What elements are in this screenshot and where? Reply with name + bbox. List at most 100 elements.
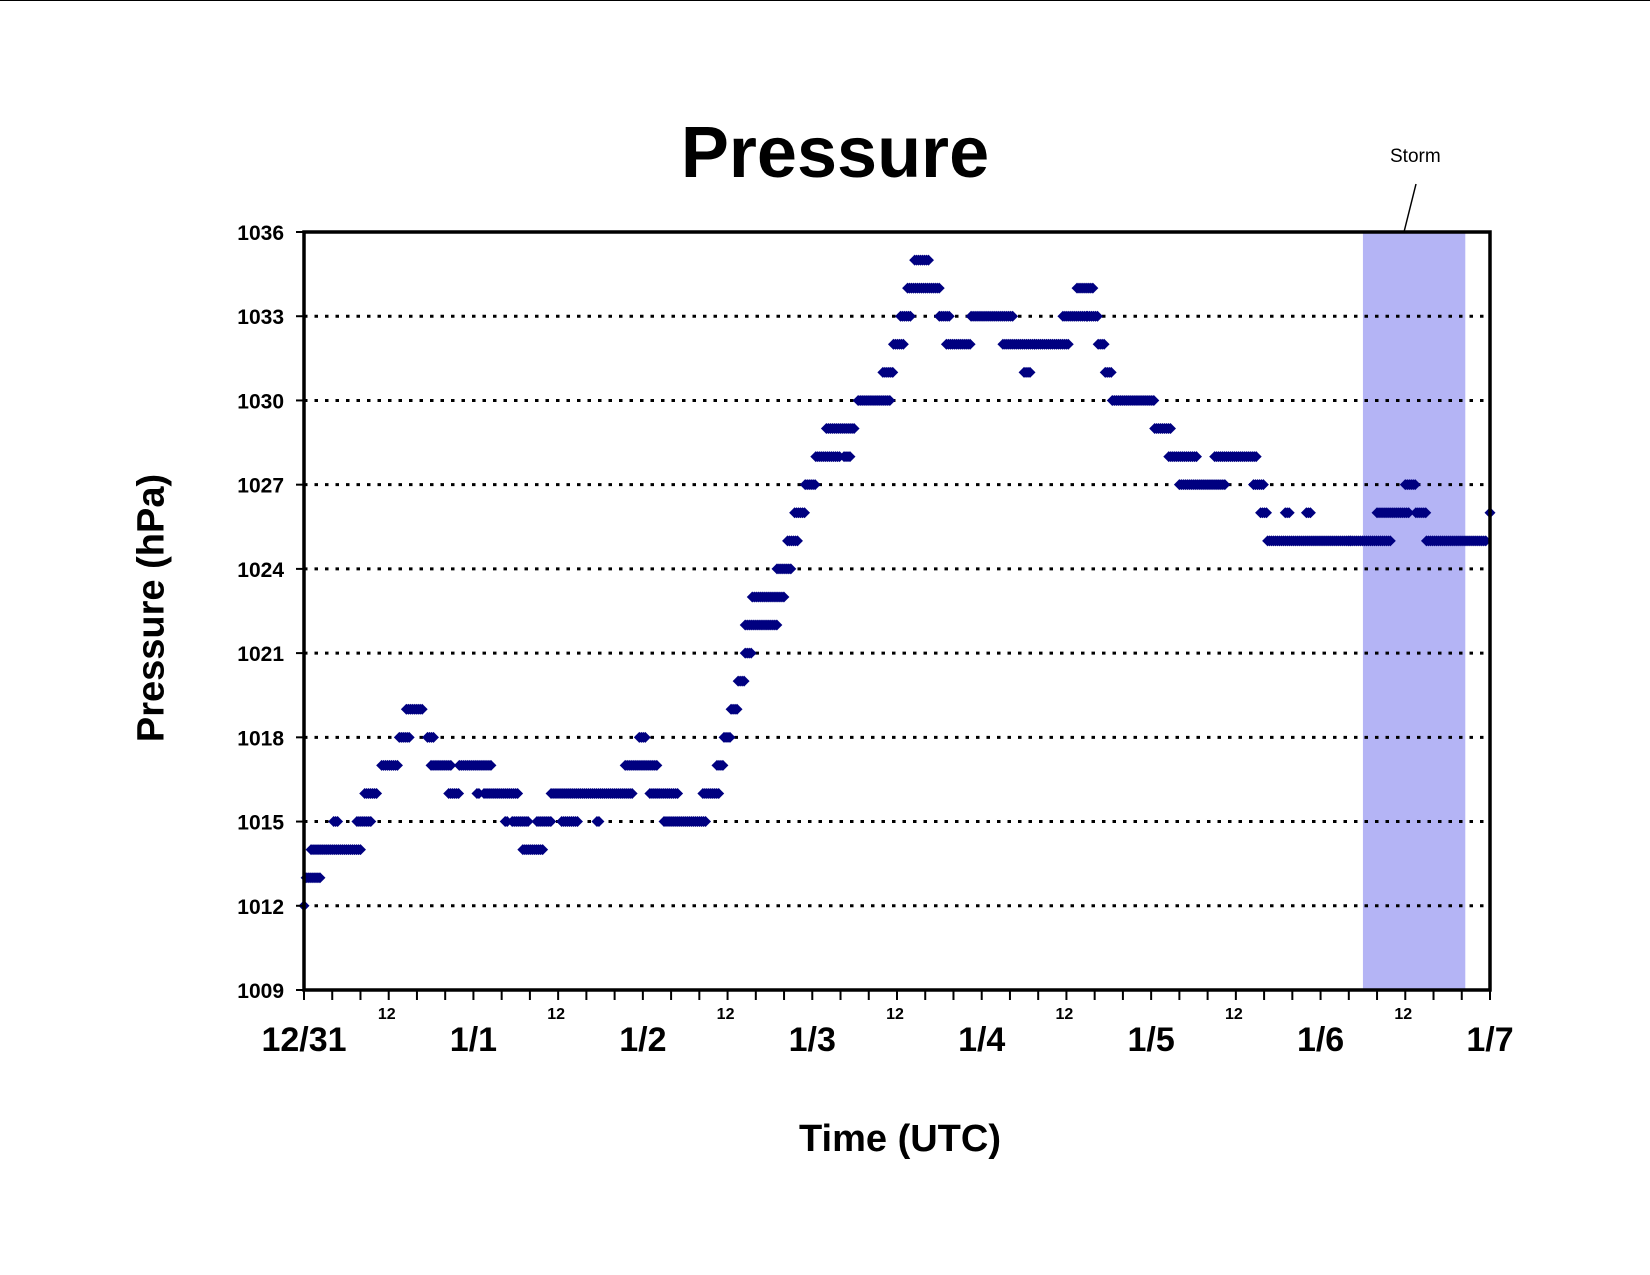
data-point xyxy=(1384,535,1396,547)
data-point xyxy=(1091,310,1103,322)
x-minor-tick-label: 12 xyxy=(717,1006,735,1023)
x-tick-label: 1/1 xyxy=(450,1021,497,1059)
storm-leader-line xyxy=(1403,183,1417,233)
data-point xyxy=(1283,507,1295,519)
data-point xyxy=(593,816,605,828)
data-point xyxy=(848,423,860,435)
data-point xyxy=(844,451,856,463)
data-point xyxy=(904,310,916,322)
data-point xyxy=(522,816,534,828)
x-minor-tick-label: 12 xyxy=(378,1006,396,1023)
data-point xyxy=(1403,507,1415,519)
x-tick-label: 1/4 xyxy=(958,1021,1005,1059)
x-minor-tick-label: 12 xyxy=(886,1006,904,1023)
y-tick-label: 1018 xyxy=(237,727,284,750)
y-tick-label: 1036 xyxy=(237,222,284,245)
data-point xyxy=(1007,310,1019,322)
data-point xyxy=(791,535,803,547)
y-tick-label: 1015 xyxy=(237,812,284,835)
data-point xyxy=(545,816,557,828)
data-point xyxy=(799,507,811,519)
y-tick-label: 1024 xyxy=(237,559,284,582)
data-point xyxy=(1420,507,1432,519)
storm-annotation-label: Storm xyxy=(1390,146,1441,167)
data-point xyxy=(1257,479,1269,491)
page-top-border xyxy=(0,0,1650,1)
plot-frame xyxy=(296,230,1492,1000)
data-points xyxy=(298,254,1496,912)
data-point xyxy=(391,759,403,771)
data-point xyxy=(485,759,497,771)
data-point xyxy=(738,675,750,687)
data-point xyxy=(371,787,383,799)
x-minor-tick-label: 12 xyxy=(1225,1006,1243,1023)
x-tick-label: 12/31 xyxy=(261,1021,346,1059)
data-point xyxy=(1190,451,1202,463)
data-point xyxy=(365,816,377,828)
data-point xyxy=(731,703,743,715)
y-tick-label: 1027 xyxy=(237,475,284,498)
data-point xyxy=(1062,338,1074,350)
data-point xyxy=(922,254,934,266)
storm-band-layer xyxy=(1362,183,1466,990)
gridlines xyxy=(304,314,1490,908)
data-point xyxy=(453,787,465,799)
y-tick-label: 1021 xyxy=(237,643,284,666)
data-point xyxy=(416,703,428,715)
data-point xyxy=(1260,507,1272,519)
data-point xyxy=(537,844,549,856)
data-point xyxy=(933,282,945,294)
data-point xyxy=(314,872,326,884)
data-point xyxy=(626,787,638,799)
x-tick-label: 1/3 xyxy=(789,1021,836,1059)
x-tick-label: 1/6 xyxy=(1297,1021,1344,1059)
data-point xyxy=(1105,366,1117,378)
data-point xyxy=(1098,338,1110,350)
data-point xyxy=(700,816,712,828)
data-point xyxy=(778,591,790,603)
x-minor-tick-label: 12 xyxy=(547,1006,565,1023)
data-point xyxy=(445,759,457,771)
data-point xyxy=(403,731,415,743)
data-point xyxy=(713,787,725,799)
data-point xyxy=(1304,507,1316,519)
data-point xyxy=(332,816,344,828)
data-point xyxy=(1164,423,1176,435)
data-point xyxy=(785,563,797,575)
x-tick-label: 1/7 xyxy=(1466,1021,1513,1059)
x-minor-tick-label: 12 xyxy=(1056,1006,1074,1023)
data-point xyxy=(1250,451,1262,463)
data-point xyxy=(571,816,583,828)
data-point xyxy=(1024,366,1036,378)
data-point xyxy=(1148,394,1160,406)
data-point xyxy=(672,787,684,799)
data-point xyxy=(897,338,909,350)
y-tick-label: 1033 xyxy=(237,306,284,329)
data-point xyxy=(964,338,976,350)
data-point xyxy=(639,731,651,743)
data-point xyxy=(354,844,366,856)
y-tick-label: 1009 xyxy=(237,980,284,1003)
data-point xyxy=(943,310,955,322)
chart-title: Pressure xyxy=(680,113,990,193)
x-minor-tick-label: 12 xyxy=(1394,1006,1412,1023)
storm-band xyxy=(1362,232,1466,990)
data-point xyxy=(717,759,729,771)
data-point xyxy=(809,479,821,491)
x-axis-label: Time (UTC) xyxy=(799,1118,1001,1160)
data-point xyxy=(1219,479,1231,491)
tick-labels: 1009 1012 1015 1018 1021 1024 1027 1030 1033 1036… xyxy=(237,222,1513,1059)
data-point xyxy=(887,366,899,378)
data-point xyxy=(771,619,783,631)
data-point xyxy=(884,394,896,406)
data-point xyxy=(427,731,439,743)
data-point xyxy=(512,787,524,799)
data-point xyxy=(745,647,757,659)
data-point xyxy=(724,731,736,743)
x-tick-label: 1/2 xyxy=(619,1021,666,1059)
x-tick-label: 1/5 xyxy=(1128,1021,1175,1059)
data-point xyxy=(1409,479,1421,491)
y-tick-label: 1030 xyxy=(237,390,284,413)
data-point xyxy=(1087,282,1099,294)
